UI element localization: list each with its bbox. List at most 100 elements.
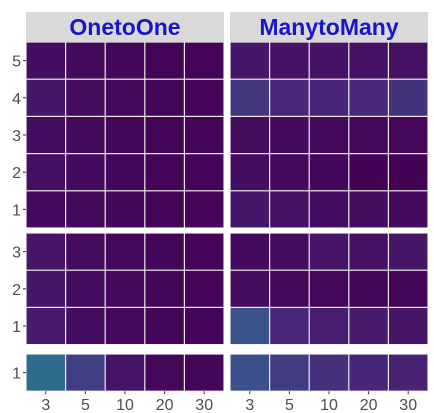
- heatmap-cell: [105, 354, 145, 391]
- heatmap-cell: [185, 191, 224, 228]
- heatmap-cell: [349, 191, 388, 228]
- y-tick-label: 3: [12, 128, 21, 145]
- heatmap-cell: [185, 79, 224, 116]
- heatmap-cell: [145, 233, 184, 270]
- heatmap-cell: [309, 354, 349, 391]
- heatmap-cell: [309, 42, 349, 79]
- heatmap-cell: [389, 233, 428, 270]
- facet-strip-bg: [26, 12, 224, 42]
- heatmap-cell: [309, 270, 349, 307]
- heatmap-cell: [230, 233, 269, 270]
- y-tick-label: 3: [12, 245, 21, 262]
- heatmap-cell: [230, 191, 269, 228]
- x-tick-label: 30: [195, 397, 213, 413]
- heatmap-cell: [270, 191, 309, 228]
- heatmap-cell: [389, 79, 428, 116]
- x-tick-label: 20: [156, 397, 174, 413]
- heatmap-cell: [105, 233, 145, 270]
- heatmap-cell: [26, 233, 66, 270]
- heatmap-cell: [349, 233, 388, 270]
- heatmap-cell: [309, 154, 349, 191]
- heatmap-cell: [230, 79, 269, 116]
- y-axis-ticks: 1 2 3 4 5 1 2 3 1: [12, 54, 26, 383]
- facet-label: ManytoMany: [259, 14, 399, 40]
- heatmap-cell: [185, 308, 224, 344]
- heatmap-cell: [145, 308, 184, 344]
- heatmap-cell: [66, 354, 105, 391]
- heatmap-cell: [230, 117, 269, 153]
- heatmap-cell: [145, 354, 184, 391]
- heatmap-cell: [145, 117, 184, 153]
- heatmap-cell: [185, 270, 224, 307]
- heatmap-cell: [26, 42, 66, 79]
- heatmap-cell: [185, 354, 224, 391]
- heatmap-cell: [185, 154, 224, 191]
- heatmap-cell: [185, 117, 224, 153]
- heatmap-cell: [230, 154, 269, 191]
- heatmap-cell: [105, 79, 145, 116]
- heatmap-cell: [105, 308, 145, 344]
- heatmap-cell: [270, 354, 309, 391]
- heatmap-cell: [105, 42, 145, 79]
- y-tick-label: 4: [12, 91, 21, 108]
- y-tick-label: 1: [12, 319, 21, 336]
- heatmap-cell: [66, 233, 105, 270]
- heatmap-cell: [26, 154, 66, 191]
- heatmap-cell: [389, 191, 428, 228]
- heatmap-cell: [230, 270, 269, 307]
- heatmap-cell: [26, 270, 66, 307]
- heatmap-cell: [270, 233, 309, 270]
- heatmap-cell: [349, 308, 388, 344]
- x-axis-ticks: 3 5 10 20 30 3 5 10 20 30: [41, 391, 417, 413]
- x-tick-label: 10: [320, 397, 338, 413]
- heatmap-cell: [105, 154, 145, 191]
- heatmap-cell: [66, 154, 105, 191]
- heatmap-cell: [309, 233, 349, 270]
- heatmap-cell: [389, 42, 428, 79]
- heatmap-cell: [270, 79, 309, 116]
- heatmap-cell: [105, 117, 145, 153]
- heatmap-cell: [145, 154, 184, 191]
- facet-strip-bg: [230, 12, 428, 42]
- x-tick-label: 5: [81, 397, 90, 413]
- x-tick-label: 20: [360, 397, 378, 413]
- y-tick-label: 5: [12, 54, 21, 71]
- heatmap-cell: [309, 191, 349, 228]
- x-tick-label: 10: [116, 397, 134, 413]
- heatmap-cell: [145, 79, 184, 116]
- heatmap-cell: [66, 270, 105, 307]
- x-tick-label: 30: [399, 397, 417, 413]
- heatmap-cell: [349, 42, 388, 79]
- y-tick-label: 1: [12, 366, 21, 383]
- heatmap-cell: [270, 42, 309, 79]
- heatmap-cell: [66, 117, 105, 153]
- heatmap-cell: [26, 354, 66, 391]
- y-tick-label: 2: [12, 282, 21, 299]
- heatmap-cell: [26, 79, 66, 116]
- facet-strips: OnetoOne ManytoMany: [26, 12, 428, 42]
- heatmap-cell: [349, 270, 388, 307]
- heatmap-cell: [145, 42, 184, 79]
- heatmap-cell: [389, 354, 428, 391]
- heatmap-cell: [26, 191, 66, 228]
- heatmap-cell: [389, 308, 428, 344]
- heatmap-cell: [270, 308, 309, 344]
- heatmap-cell: [349, 117, 388, 153]
- heatmap-cell: [185, 233, 224, 270]
- facet-label: OnetoOne: [69, 14, 180, 40]
- y-tick-label: 1: [12, 202, 21, 219]
- x-tick-label: 3: [245, 397, 254, 413]
- heatmap-cell: [389, 117, 428, 153]
- facet-panels: [26, 42, 428, 392]
- heatmap-cell: [66, 79, 105, 116]
- heatmap-cell: [270, 154, 309, 191]
- heatmap-cell: [349, 79, 388, 116]
- heatmap-cell: [185, 42, 224, 79]
- heatmap-cell: [105, 270, 145, 307]
- heatmap-cell: [26, 308, 66, 344]
- x-tick-label: 5: [285, 397, 294, 413]
- heatmap-cell: [145, 191, 184, 228]
- heatmap-cell: [389, 270, 428, 307]
- heatmap-cell: [389, 154, 428, 191]
- y-tick-label: 2: [12, 165, 21, 182]
